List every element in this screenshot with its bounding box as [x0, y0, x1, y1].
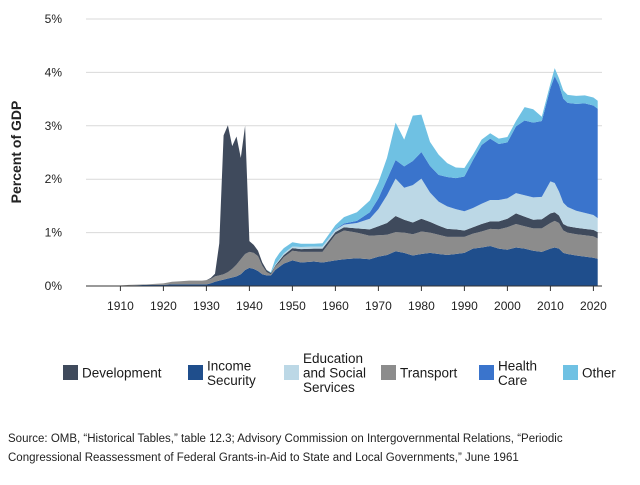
y-axis-label: Percent of GDP	[8, 101, 24, 204]
x-tick-label: 2010	[537, 299, 564, 313]
legend-label: Services	[303, 380, 355, 395]
y-tick-label: 2%	[45, 172, 63, 186]
legend-swatch	[188, 365, 203, 380]
legend-label: Health	[498, 358, 537, 373]
legend-label: Income	[207, 358, 251, 373]
axes: 0% 1% 2% 3% 4% 5% 1910 1920 1930 1940 1950 1960 1970…	[45, 12, 607, 313]
legend-label: Security	[207, 373, 256, 388]
x-tick-label: 1910	[107, 299, 134, 313]
y-tick-label: 3%	[45, 119, 63, 133]
area-health-care	[86, 76, 598, 286]
legend-swatch	[381, 365, 396, 380]
y-tick-label: 5%	[45, 12, 63, 26]
area-transport	[86, 220, 598, 286]
legend-item-transport: Transport	[381, 365, 458, 381]
x-tick-label: 2000	[494, 299, 521, 313]
y-tick-label: 4%	[45, 65, 63, 79]
x-tick-label: 1980	[408, 299, 435, 313]
x-tick-label: 1930	[193, 299, 220, 313]
legend-swatch	[479, 365, 494, 380]
x-tick-label: 1960	[322, 299, 349, 313]
legend-swatch	[284, 365, 299, 380]
x-tick-label: 1970	[365, 299, 392, 313]
x-tick-label: 2020	[580, 299, 607, 313]
area-series	[86, 68, 598, 287]
legend-label: and Social	[303, 366, 366, 381]
x-tick-label: 1940	[236, 299, 263, 313]
area-education-and-social-services	[86, 125, 598, 287]
area-income-security	[86, 245, 598, 286]
y-tick-label: 0%	[45, 279, 63, 293]
stacked-area-chart: 0% 1% 2% 3% 4% 5% 1910 1920 1930 1940 1950 1960 1970…	[8, 12, 616, 395]
legend-swatch	[563, 365, 578, 380]
x-tick-label: 1950	[279, 299, 306, 313]
x-tick-label: 1920	[150, 299, 177, 313]
legend-label: Transport	[400, 366, 458, 381]
legend-label: Care	[498, 373, 527, 388]
source-note: Source: OMB, “Historical Tables,” table …	[8, 433, 563, 464]
legend-label: Development	[82, 366, 162, 381]
legend-label: Education	[303, 351, 363, 366]
legend-item-other: Other	[563, 365, 616, 381]
y-tick-label: 1%	[45, 226, 63, 240]
legend-swatch	[63, 365, 78, 380]
x-tick-label: 1990	[451, 299, 478, 313]
legend-label: Other	[582, 366, 616, 381]
legend-item-development: Development	[63, 365, 162, 381]
